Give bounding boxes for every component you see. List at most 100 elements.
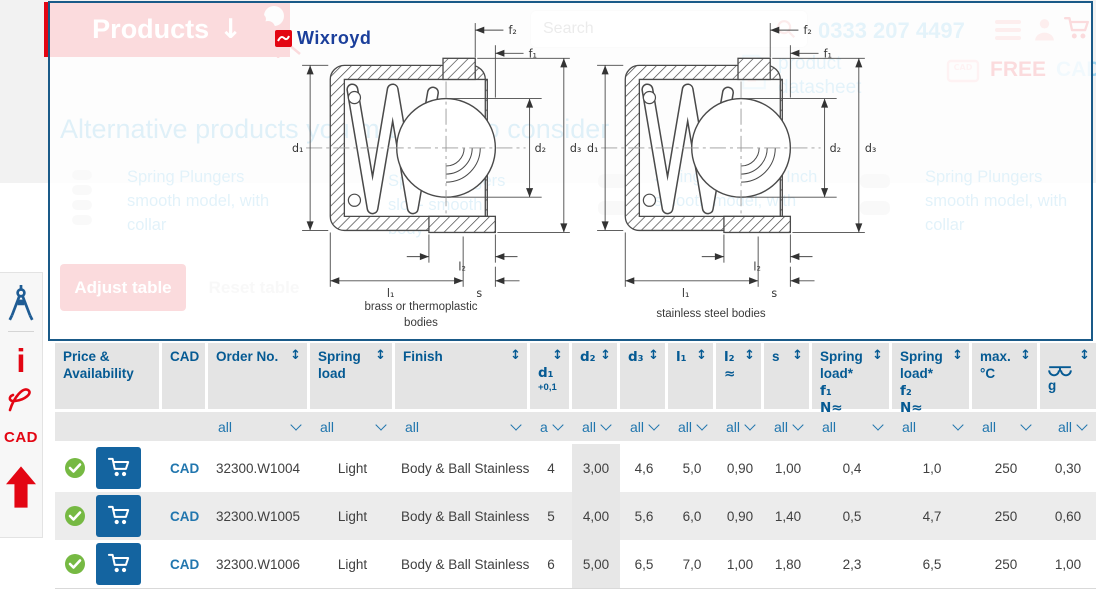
plunger-bottom-boss xyxy=(428,215,497,234)
d1-value: 6 xyxy=(547,556,555,572)
filter-l2[interactable]: all xyxy=(716,412,764,441)
filter-max-temp[interactable]: all xyxy=(972,412,1040,441)
dim-label-d1: d₁ xyxy=(587,142,598,155)
plunger-diagram-left: d₁ d₂ d₃ f₂ xyxy=(290,17,592,314)
sort-icon[interactable]: ↕ xyxy=(375,348,386,363)
max-temp-value: 250 xyxy=(994,460,1018,476)
add-to-cart-button[interactable] xyxy=(96,495,141,537)
filter-f2[interactable]: all xyxy=(892,412,972,441)
in-stock-icon xyxy=(65,458,85,478)
f2-value: 6,5 xyxy=(922,556,942,572)
filter-d2[interactable]: all xyxy=(572,412,620,441)
filter-d3[interactable]: all xyxy=(620,412,668,441)
table-row: CAD 32300.W1005 Light Body & Ball Stainl… xyxy=(55,492,1096,540)
dim-label-d3: d₃ xyxy=(570,142,581,155)
add-to-cart-button[interactable] xyxy=(96,543,141,585)
dim-label-s: s xyxy=(476,287,482,300)
weight-value: 1,00 xyxy=(1054,556,1082,572)
compass-icon[interactable] xyxy=(7,285,35,321)
add-to-cart-button[interactable] xyxy=(96,447,141,489)
chevron-down-icon xyxy=(552,418,564,431)
wixroyd-logo[interactable]: Wixroyd xyxy=(275,28,371,49)
dim-label-l2: l₂ xyxy=(458,261,466,274)
in-stock-icon xyxy=(65,554,85,574)
f1-value: 2,3 xyxy=(842,556,862,572)
dim-label-f1: f₁ xyxy=(529,47,537,60)
plunger-top-lip xyxy=(737,57,771,81)
sort-icon[interactable]: ↕ xyxy=(744,348,755,363)
cad-download-link[interactable]: CAD xyxy=(170,460,200,476)
weight-unit: g xyxy=(1048,378,1057,393)
plunger-bottom-boss xyxy=(723,215,792,234)
wixroyd-logo-icon xyxy=(275,30,292,47)
col-header-s: s ↕ xyxy=(764,343,812,409)
col-header-l2: l₂ ≈ ↕ xyxy=(716,343,764,409)
finish-value: Body & Ball Stainless xyxy=(401,460,530,476)
filter-weight[interactable]: all xyxy=(1040,412,1096,441)
filter-order[interactable]: all xyxy=(208,412,310,441)
order-number: 32300.W1004 xyxy=(216,460,301,476)
dim-label-d3: d₃ xyxy=(865,142,876,155)
s-value: 1,80 xyxy=(774,556,802,572)
sort-icon[interactable]: ↕ xyxy=(600,348,611,363)
sort-icon[interactable]: ↕ xyxy=(552,348,563,363)
col-header-finish: Finish ↕ xyxy=(395,343,530,409)
f2-value: 1,0 xyxy=(922,460,942,476)
scales-icon xyxy=(1048,366,1072,377)
dim-label-f1: f₁ xyxy=(824,47,832,60)
divider xyxy=(8,331,34,332)
d1-value: 5 xyxy=(547,508,555,524)
chevron-down-icon xyxy=(648,418,660,431)
col-header-cad: CAD xyxy=(162,343,208,409)
dim-label-s: s xyxy=(771,287,777,300)
col-header-spring-load-f1: Spring load* f₁ N≈ ↕ xyxy=(812,343,892,416)
f1-value: 0,4 xyxy=(842,460,862,476)
sort-icon[interactable]: ↕ xyxy=(792,348,803,363)
col-header-d2: d₂ ↕ xyxy=(572,343,620,409)
table-header-row: Price & Availability CAD Order No. ↕ Spr… xyxy=(55,343,1096,416)
cart-icon xyxy=(107,457,129,477)
info-icon[interactable]: i xyxy=(16,342,26,379)
chevron-down-icon xyxy=(510,418,522,431)
col-header-order: Order No. ↕ xyxy=(208,343,310,409)
chevron-down-icon xyxy=(744,418,756,431)
cad-download-link[interactable]: CAD xyxy=(170,508,200,524)
l1-value: 5,0 xyxy=(682,460,702,476)
pdf-icon[interactable] xyxy=(5,383,37,415)
filter-spring-load[interactable]: all xyxy=(310,412,395,441)
table-row: CAD 32300.W1004 Light Body & Ball Stainl… xyxy=(55,444,1096,492)
max-temp-value: 250 xyxy=(994,508,1018,524)
sort-icon[interactable]: ↕ xyxy=(1020,348,1031,363)
filter-l1[interactable]: all xyxy=(668,412,716,441)
d2-value: 4,00 xyxy=(572,492,620,540)
spring-load-value: Light xyxy=(337,460,368,476)
s-value: 1,00 xyxy=(774,460,802,476)
wixroyd-logo-text: Wixroyd xyxy=(297,28,372,48)
cad-download-link[interactable]: CAD xyxy=(170,556,200,572)
scroll-to-top-icon[interactable] xyxy=(6,466,36,508)
cad-download-icon[interactable]: CAD xyxy=(4,429,38,446)
sort-icon[interactable]: ↕ xyxy=(1079,348,1090,363)
l1-value: 6,0 xyxy=(682,508,702,524)
chevron-down-icon xyxy=(872,418,884,431)
caption-brass-bodies: brass or thermoplastic bodies xyxy=(364,301,478,330)
l2-value: 0,90 xyxy=(726,508,754,524)
spring-load-value: Light xyxy=(337,508,368,524)
sort-icon[interactable]: ↕ xyxy=(696,348,707,363)
spring-load-value: Light xyxy=(337,556,368,572)
dim-label-f2: f₂ xyxy=(803,24,811,37)
sort-icon[interactable]: ↕ xyxy=(290,348,301,363)
d3-value: 5,6 xyxy=(634,508,654,524)
filter-finish[interactable]: all xyxy=(395,412,530,441)
sort-icon[interactable]: ↕ xyxy=(648,348,659,363)
finish-value: Body & Ball Stainless xyxy=(401,556,530,572)
sort-icon[interactable]: ↕ xyxy=(510,348,521,363)
filter-d1[interactable]: all xyxy=(530,412,572,441)
filter-f1[interactable]: all xyxy=(812,412,892,441)
sort-icon[interactable]: ↕ xyxy=(952,348,963,363)
in-stock-icon xyxy=(65,506,85,526)
tolerance-label: +0,1 xyxy=(538,381,557,393)
sort-icon[interactable]: ↕ xyxy=(872,348,883,363)
weight-value: 0,60 xyxy=(1054,508,1082,524)
filter-s[interactable]: all xyxy=(764,412,812,441)
